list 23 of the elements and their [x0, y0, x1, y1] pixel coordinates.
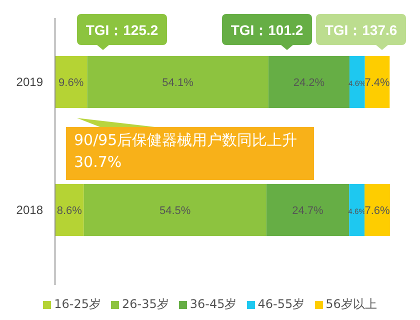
annotation: TGI：137.6: [324, 22, 398, 38]
callout: TGI：101.2: [222, 14, 312, 50]
legend-label: 16-25岁: [54, 296, 101, 313]
callout: TGI：125.2: [77, 14, 167, 50]
legend-label: 36-45岁: [190, 296, 237, 313]
data-label: 7.4%: [364, 77, 390, 89]
data-label: 54.5%: [159, 205, 191, 217]
callout: 90/95后保健器械用户数同比上升30.7%: [66, 118, 314, 180]
data-label: 9.6%: [58, 77, 84, 89]
legend-label: 56岁以上: [326, 296, 377, 313]
callout: TGI：137.6: [316, 14, 406, 50]
data-label: 24.7%: [292, 205, 324, 217]
legend-label: 46-55岁: [258, 296, 305, 313]
annotation: TGI：125.2: [86, 22, 158, 38]
annotation: 90/95后保健器械用户数同比上升30.7%: [74, 130, 298, 173]
data-label: 8.6%: [56, 205, 82, 217]
data-label: 7.6%: [364, 205, 390, 217]
data-label: 54.1%: [162, 77, 194, 89]
y-tick-label: 2019: [16, 75, 44, 89]
annotation: TGI：101.2: [230, 22, 304, 38]
data-label: 24.2%: [293, 77, 325, 89]
y-tick-label: 2018: [16, 203, 44, 217]
legend-label: 26-35岁: [122, 296, 169, 313]
